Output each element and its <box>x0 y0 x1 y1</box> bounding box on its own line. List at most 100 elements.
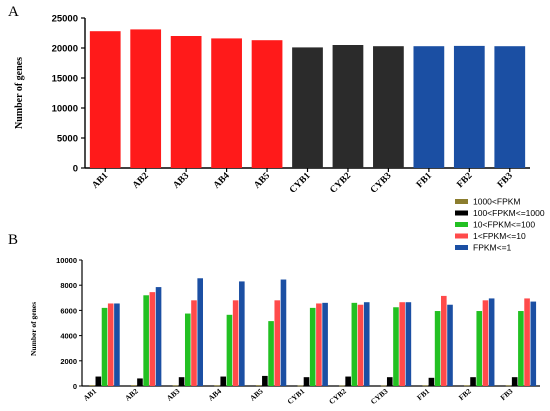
bar-fb2 <box>453 45 485 168</box>
y-tick-label: 10000 <box>56 256 77 265</box>
legend-label-0: 1000<FPKM <box>473 197 521 207</box>
bar-ab4-series-4 <box>239 281 245 386</box>
x-tick-label: AB2 <box>123 386 140 402</box>
x-tick-label: CYB2 <box>328 171 353 196</box>
bar-cyb2-series-4 <box>363 302 370 386</box>
bar-ab5-series-1 <box>262 375 268 386</box>
bar-cyb1-series-0 <box>297 385 304 387</box>
bar-ab3-series-0 <box>172 385 179 387</box>
y-tick-label: 25000 <box>52 14 78 25</box>
bar-ab1-series-4 <box>114 303 120 386</box>
bar-cyb2-series-3 <box>357 304 364 386</box>
bar-ab1 <box>89 31 121 169</box>
bar-ab5 <box>251 40 283 169</box>
bar-ab2-series-0 <box>130 385 137 387</box>
bar-cyb1 <box>292 47 323 168</box>
bar-cyb1-series-3 <box>316 303 322 386</box>
bar-cyb2-series-0 <box>339 385 345 387</box>
legend-label-2: 10<FPKM<=100 <box>473 220 535 230</box>
bar-ab3-series-4 <box>197 278 203 386</box>
bar-ab2-series-3 <box>149 292 156 386</box>
x-tick-label: AB4 <box>206 386 223 402</box>
bar-fb3-series-3 <box>524 298 530 386</box>
bar-ab5-series-4 <box>280 279 287 386</box>
bar-cyb2-series-2 <box>351 302 358 386</box>
bar-ab4-series-2 <box>226 314 233 386</box>
bar-fb3-series-1 <box>511 377 518 386</box>
y-tick-label: 6000 <box>60 306 77 315</box>
bar-cyb2-series-1 <box>345 376 351 386</box>
bar-cyb1-series-1 <box>303 377 310 386</box>
y-tick-label: 0 <box>73 382 77 391</box>
x-tick-label: FB1 <box>415 386 431 402</box>
bar-ab2-series-4 <box>155 287 162 386</box>
bar-cyb3-series-2 <box>393 307 399 386</box>
x-tick-label: FB3 <box>498 386 514 402</box>
x-tick-label: CYB1 <box>288 171 313 196</box>
y-axis-label: Number of genes <box>14 57 25 129</box>
bar-cyb3-series-1 <box>386 377 393 386</box>
bar-fb1-series-1 <box>428 377 435 386</box>
bar-cyb3-series-3 <box>399 302 405 386</box>
bar-fb2-series-4 <box>488 298 495 386</box>
bar-ab5-series-0 <box>255 385 262 387</box>
bar-ab4 <box>211 38 242 169</box>
bar-cyb1-series-4 <box>322 302 328 386</box>
legend-swatch-0 <box>455 199 468 204</box>
x-tick-label: AB3 <box>171 171 191 191</box>
x-tick-label: FB2 <box>455 171 474 190</box>
bar-ab4-series-1 <box>220 376 227 386</box>
bar-cyb2 <box>332 45 364 168</box>
bar-fb2-series-0 <box>464 385 470 387</box>
bar-ab4-series-0 <box>214 385 220 387</box>
legend-swatch-1 <box>455 210 468 216</box>
bar-ab3 <box>170 36 202 168</box>
legend-swatch-4 <box>455 245 468 250</box>
bar-ab3-series-3 <box>191 300 197 386</box>
bar-fb1-series-3 <box>441 295 447 386</box>
chart-b: Number of genes 0 2000 4000 6000 8000 10000 AB1… <box>29 197 545 407</box>
bar-ab1-series-1 <box>95 376 102 386</box>
bar-ab5-series-3 <box>274 300 281 386</box>
x-tick-label: FB1 <box>415 171 434 190</box>
bar-ab5-series-2 <box>268 321 274 386</box>
x-tick-label: AB2 <box>131 171 151 191</box>
y-tick-label: 20000 <box>52 44 78 55</box>
legend-swatch-2 <box>455 222 468 227</box>
x-tick-label: FB2 <box>457 386 473 402</box>
bar-fb1 <box>413 46 445 169</box>
bar-ab2-series-1 <box>137 378 143 386</box>
legend-swatch-3 <box>455 233 468 239</box>
y-tick-label: 0 <box>73 164 78 175</box>
bar-cyb3-series-0 <box>380 385 387 387</box>
legend-label-4: FPKM<=1 <box>473 243 512 253</box>
panel-a-letter: A <box>8 4 19 20</box>
x-tick-label: AB3 <box>165 386 182 402</box>
bar-fb2-series-3 <box>482 300 489 386</box>
x-tick-label: AB1 <box>81 386 98 402</box>
x-tick-label: CYB3 <box>369 171 394 196</box>
bar-ab3-series-1 <box>178 377 185 386</box>
bar-ab2-series-2 <box>143 295 149 386</box>
bar-ab4-series-3 <box>232 300 239 386</box>
x-tick-label: AB5 <box>248 386 265 402</box>
panel-b-letter: B <box>8 232 18 248</box>
x-tick-label: CYB3 <box>369 386 390 406</box>
bar-fb1-series-4 <box>447 304 453 386</box>
bar-cyb1-series-2 <box>309 307 316 386</box>
bar-fb3-series-2 <box>518 311 524 386</box>
bar-ab1-series-0 <box>89 385 95 387</box>
bar-fb3 <box>494 46 526 169</box>
bar-cyb3 <box>373 46 404 169</box>
x-tick-label: CYB1 <box>285 386 306 406</box>
bar-ab1-series-2 <box>101 307 108 386</box>
bar-cyb3-series-4 <box>405 302 412 386</box>
bar-ab3-series-2 <box>184 313 191 386</box>
x-tick-label: AB4 <box>212 171 232 191</box>
x-tick-label: FB3 <box>496 171 515 190</box>
chart-a: Number of genes 0 5000 10000 15000 20000 25000… <box>14 14 530 196</box>
bar-ab2 <box>130 29 162 169</box>
x-tick-label: AB5 <box>252 171 272 191</box>
legend-label-1: 100<FPKM<=1000 <box>473 208 545 218</box>
